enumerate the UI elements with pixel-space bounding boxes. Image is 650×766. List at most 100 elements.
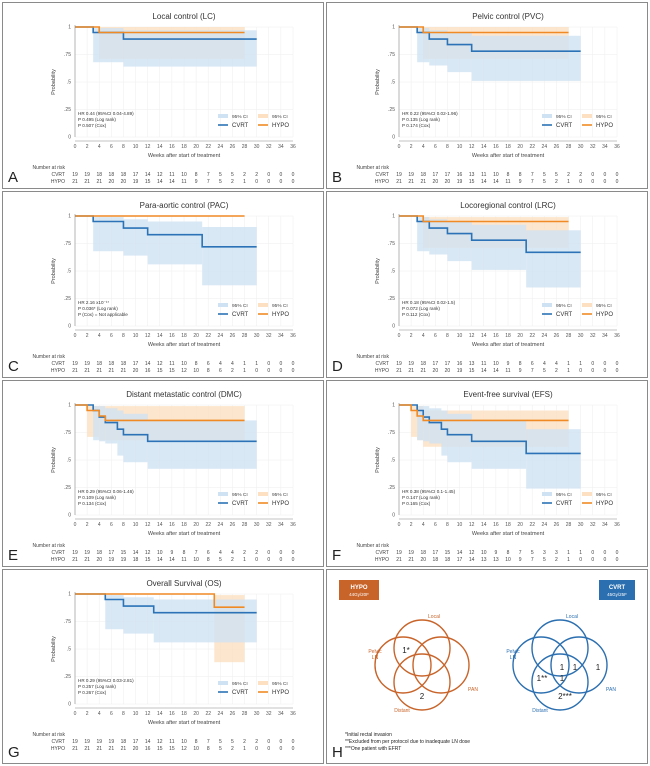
ci-band-cvrt [105,408,118,444]
km-chart-e: Distant metastatic control (DMC) 0 .25 .5 .7… [32,390,296,563]
risk-count: 6 [207,550,210,556]
x-tick-label: 24 [218,522,224,528]
x-tick-label: 30 [578,144,584,150]
risk-count: 8 [519,172,522,178]
y-tick-label: 0 [392,324,395,330]
risk-count: 1 [243,746,246,752]
risk-count: 0 [603,179,606,185]
x-axis-label: Weeks after start of treatment [148,342,221,348]
x-tick-label: 24 [542,144,548,150]
risk-count: 3 [543,550,546,556]
x-tick-label: 18 [505,333,511,339]
y-tick-label: .5 [391,269,395,275]
risk-count: 18 [445,557,451,563]
risk-row-label: HYPO [51,179,65,185]
y-tick-label: .25 [64,107,71,113]
panel-label-a: A [8,169,19,186]
x-tick-label: 4 [98,333,101,339]
risk-count: 0 [292,368,295,374]
risk-count: 0 [579,557,582,563]
stat-text: P 0.165 (Cox) [402,501,431,506]
risk-count: 6 [207,361,210,367]
risk-count: 7 [195,550,198,556]
risk-count: 21 [72,368,78,374]
hypo-badge-subtitle: 44Gy/20F [349,592,369,597]
y-axis-label: Probability [51,636,57,662]
legend-ci-swatch-hypo [582,114,592,118]
y-tick-label: 1 [68,592,71,598]
ci-band-cvrt [123,413,148,463]
risk-count: 0 [279,557,282,563]
risk-count: 0 [267,172,270,178]
x-tick-label: 10 [133,333,139,339]
risk-count: 13 [481,557,487,563]
legend-ci-label: 95% CI [272,114,288,120]
risk-count: 0 [267,361,270,367]
ci-band-cvrt [202,227,257,286]
x-tick-label: 24 [218,333,224,339]
y-tick-label: .5 [67,647,71,653]
hypo-badge-title: HYPO [350,585,367,591]
x-tick-label: 14 [157,144,163,150]
risk-count: 7 [207,172,210,178]
risk-row-label: CVRT [375,361,389,367]
x-tick-label: 12 [145,522,151,528]
x-tick-label: 2 [86,333,89,339]
x-tick-label: 28 [566,522,572,528]
y-tick-label: 0 [392,135,395,141]
ci-band-cvrt [423,406,430,442]
ci-band-cvrt [153,599,257,643]
x-tick-label: 36 [614,333,620,339]
x-tick-label: 14 [481,144,487,150]
legend-ci-label: 95% CI [272,303,288,309]
risk-count: 0 [579,179,582,185]
risk-table-header: Number at risk [356,165,389,171]
x-tick-label: 20 [193,522,199,528]
risk-count: 17 [133,172,139,178]
x-tick-label: 2 [410,522,413,528]
risk-count: 4 [543,361,546,367]
stat-text: P 0.257 (Log rank) [78,684,116,689]
risk-count: 10 [193,368,199,374]
risk-count: 5 [231,172,234,178]
x-axis-label: Weeks after start of treatment [148,531,221,537]
ci-band-cvrt [471,420,527,469]
risk-count: 11 [505,179,510,185]
km-line-cvrt [75,215,257,248]
risk-count: 14 [145,361,151,367]
x-tick-label: 36 [290,522,296,528]
legend-label-hypo: HYPO [596,123,613,129]
risk-count: 4 [555,361,558,367]
x-tick-label: 22 [529,333,535,339]
x-tick-label: 12 [469,333,475,339]
chart-title: Event-free survival (EFS) [463,390,553,399]
risk-count: 9 [507,361,510,367]
panel-a: Local control (LC) 0.25.5.75 1 0 2 4 6 8 10 12 14 1… [2,2,324,189]
x-tick-label: 28 [242,522,248,528]
risk-count: 0 [591,179,594,185]
risk-count: 0 [255,368,258,374]
risk-count: 8 [507,550,510,556]
x-tick-label: 2 [86,522,89,528]
risk-count: 7 [531,179,534,185]
stat-text: P 0.495 (Log rank) [78,117,116,122]
risk-count: 19 [96,739,102,745]
stat-text: P 0.507 (Cox) [78,123,107,128]
x-tick-label: 0 [74,522,77,528]
legend-label-cvrt: CVRT [232,690,249,696]
legend-ci-label: 95% CI [232,681,248,687]
x-axis-label: Weeks after start of treatment [148,153,221,159]
risk-count: 0 [255,557,258,563]
legend-label-cvrt: CVRT [556,123,573,129]
risk-count: 16 [457,361,463,367]
x-tick-label: 20 [517,522,523,528]
x-tick-label: 24 [218,144,224,150]
risk-count: 0 [292,172,295,178]
venn-circle-cvrt-distant [531,653,589,711]
risk-count: 10 [493,172,499,178]
risk-count: 17 [133,361,139,367]
x-tick-label: 26 [230,144,236,150]
risk-count: 11 [169,361,174,367]
risk-table-header: Number at risk [32,732,65,738]
